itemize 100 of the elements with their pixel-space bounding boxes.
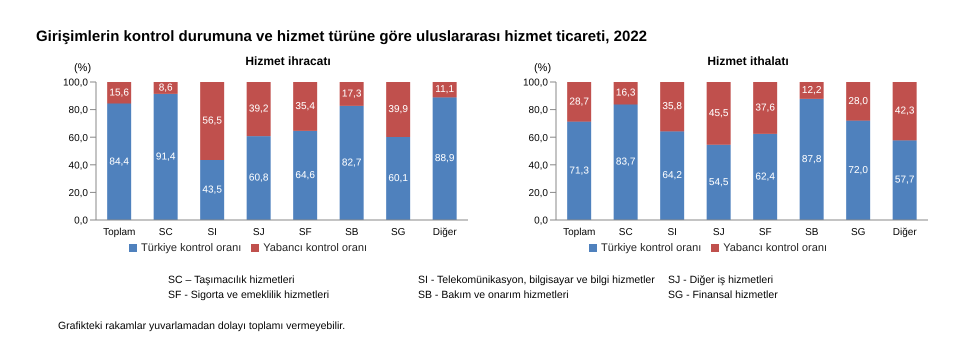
y-tick-label: 60,0 <box>528 132 548 144</box>
bar <box>567 82 592 122</box>
x-tick-label: SG <box>391 227 406 238</box>
bar <box>800 98 824 220</box>
text: SC – Taşımacılık hizmetleri <box>168 274 296 286</box>
data-label: 37,6 <box>755 102 776 114</box>
data-label: 45,5 <box>708 108 729 119</box>
y-tick-label: 100,0 <box>522 78 548 89</box>
data-label: 57,7 <box>894 174 915 186</box>
bar <box>340 82 364 106</box>
data-label: 17,3 <box>342 88 362 100</box>
data-label: 15,6 <box>109 87 130 98</box>
bar <box>293 82 318 131</box>
x-tick-label: SI <box>668 227 677 238</box>
x-tick-label: SJ <box>712 227 725 238</box>
x-tick-label: Toplam <box>563 227 596 238</box>
data-label: 60,1 <box>388 173 408 184</box>
chart-title: Girişimlerin kontrol durumuna ve hizmet türüne göre uluslararası hizmet ticareti, 2022 <box>36 28 648 45</box>
data-label: 43,5 <box>202 184 222 196</box>
y-axis-title: (%) <box>534 62 552 74</box>
data-label: 35,8 <box>662 101 682 112</box>
text: SJ - Diğer iş hizmetleri <box>668 274 774 286</box>
text: SG - Finansal hizmetler <box>668 289 779 301</box>
bar <box>246 136 271 220</box>
data-label: 16,3 <box>616 88 636 99</box>
bar <box>753 134 778 220</box>
bar <box>846 82 870 121</box>
bar <box>200 82 224 160</box>
data-label: 64,2 <box>662 170 682 182</box>
data-label: 71,3 <box>569 165 590 176</box>
y-axis-title: (%) <box>74 62 92 74</box>
data-label: 62,4 <box>755 171 776 182</box>
x-tick-label: Diğer <box>892 227 918 238</box>
data-label: 72,0 <box>848 164 868 176</box>
data-label: 64,6 <box>295 170 316 181</box>
data-label: 83,7 <box>616 156 636 168</box>
x-tick-label: SG <box>851 227 866 238</box>
data-label: 87,8 <box>802 154 822 165</box>
y-tick-label: 80,0 <box>528 105 548 116</box>
data-label: 42,3 <box>894 106 915 117</box>
bar <box>660 82 684 132</box>
bar <box>246 82 271 136</box>
data-label: 91,4 <box>156 151 176 162</box>
bar <box>340 106 364 220</box>
bar <box>567 122 592 220</box>
data-label: 82,7 <box>342 157 362 168</box>
y-tick-label: 40,0 <box>68 160 88 172</box>
data-label: 28,7 <box>569 96 590 108</box>
bar <box>660 131 684 220</box>
data-label: 39,2 <box>248 104 269 115</box>
y-tick-label: 80,0 <box>68 105 88 116</box>
legend-label: Türkiye kontrol oranı <box>600 242 702 254</box>
bar <box>706 144 731 220</box>
bar <box>107 104 132 220</box>
bar <box>892 82 917 140</box>
bar <box>753 82 778 134</box>
y-tick-label: 60,0 <box>68 132 88 144</box>
y-tick-label: 0,0 <box>534 216 548 227</box>
bar <box>386 137 410 220</box>
bar <box>386 82 410 138</box>
x-tick-label: SC <box>158 227 173 238</box>
y-tick-label: 20,0 <box>68 188 88 199</box>
data-label: 60,8 <box>248 172 269 184</box>
y-tick-label: 40,0 <box>528 160 548 172</box>
bar <box>846 120 870 220</box>
data-label: 39,9 <box>388 104 408 116</box>
bar <box>892 140 917 220</box>
legend-label: Yabancı kontrol oranı <box>723 242 827 254</box>
text: SF - Sigorta ve emeklilik hizmetleri <box>168 289 330 301</box>
data-label: 8,6 <box>158 82 174 94</box>
y-tick-label: 100,0 <box>62 78 88 89</box>
chart-subtitle: Hizmet ithalatı <box>706 54 790 68</box>
x-tick-label: SI <box>208 227 217 238</box>
y-tick-label: 0,0 <box>74 216 88 227</box>
data-label: 11,1 <box>435 84 454 96</box>
data-label: 56,5 <box>202 115 222 126</box>
x-tick-label: Diğer <box>432 227 458 238</box>
data-label: 84,4 <box>109 156 130 168</box>
data-label: 12,2 <box>802 84 822 96</box>
bar <box>200 160 224 220</box>
x-tick-label: SF <box>298 227 312 238</box>
text: SB - Bakım ve onarım hizmetleri <box>418 289 570 301</box>
bar <box>432 97 457 220</box>
y-tick-label: 20,0 <box>528 188 548 199</box>
text: SI - Telekomünikasyon, bilgisayar ve bilgi hizmetler <box>418 274 656 286</box>
legend-label: Yabancı kontrol oranı <box>263 242 367 254</box>
data-label: 28,0 <box>848 96 868 107</box>
text: Grafikteki rakamlar yuvarlamadan dolayı toplamı vermeyebilir. <box>58 320 346 332</box>
x-tick-label: SF <box>758 227 772 238</box>
bar <box>293 130 318 220</box>
bar <box>614 104 638 220</box>
chart-subtitle: Hizmet ihracatı <box>244 54 332 68</box>
x-tick-label: Toplam <box>103 227 136 238</box>
x-tick-label: SJ <box>252 227 265 238</box>
bar <box>154 94 178 220</box>
x-tick-label: SC <box>618 227 633 238</box>
data-label: 54,5 <box>708 176 729 188</box>
legend-label: Türkiye kontrol oranı <box>140 242 242 254</box>
data-label: 35,4 <box>295 100 316 112</box>
bar <box>706 82 731 145</box>
